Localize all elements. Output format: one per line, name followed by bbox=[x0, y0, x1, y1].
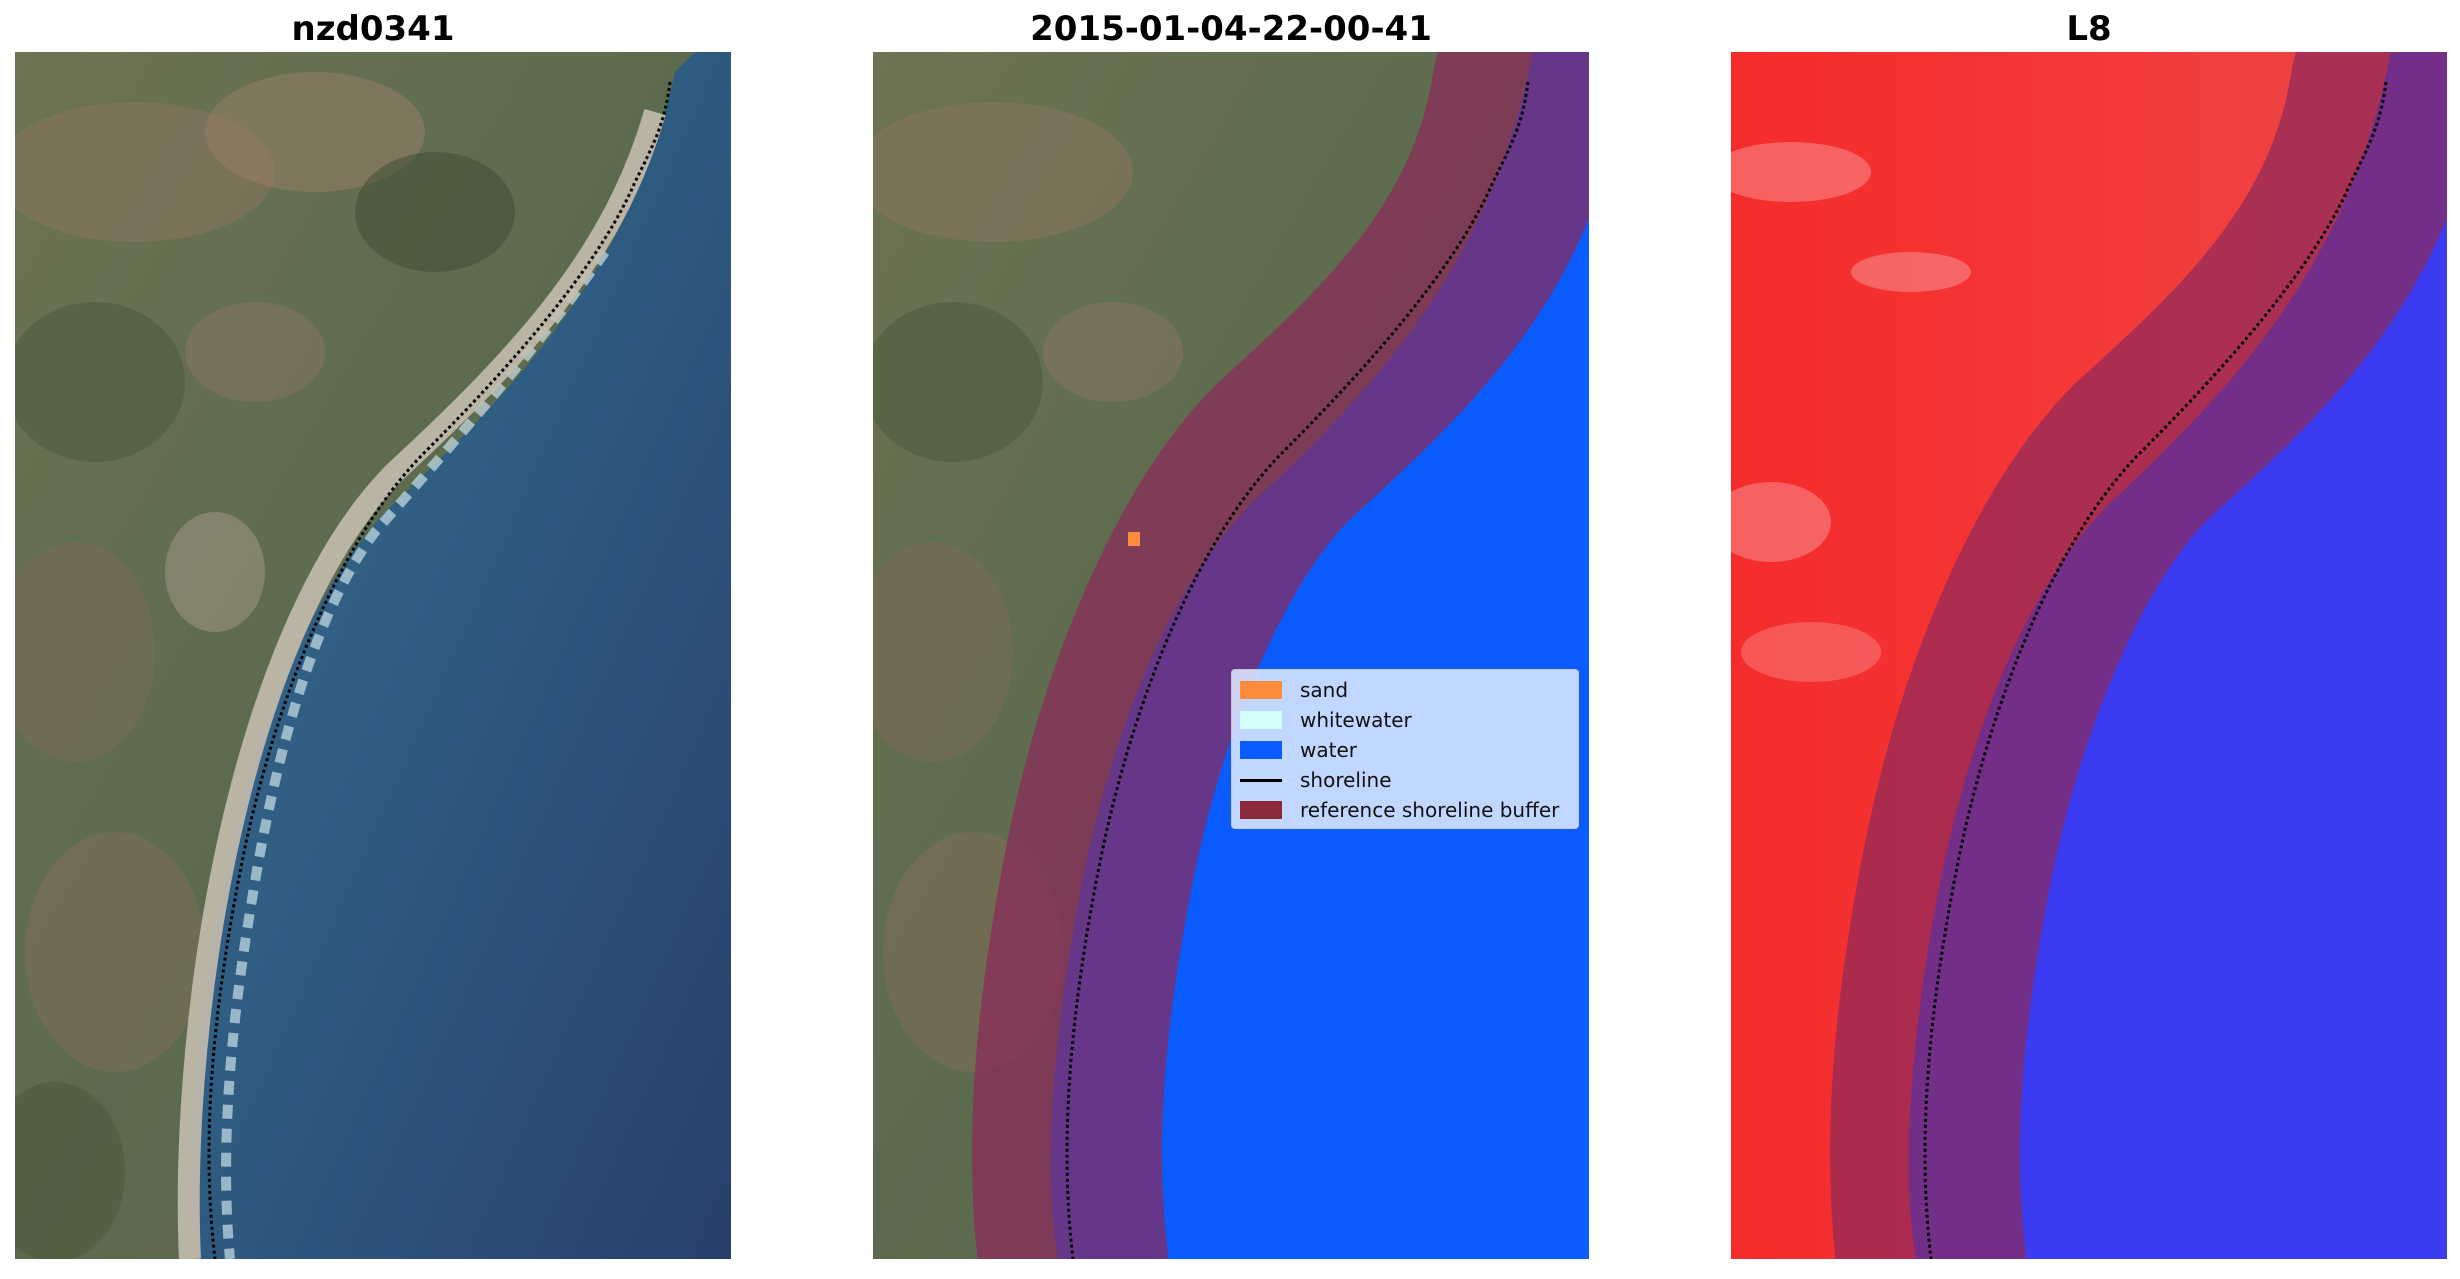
index-panel bbox=[1731, 52, 2447, 1259]
legend-item-sand: sand bbox=[1240, 675, 1570, 705]
panel-title-index: L8 bbox=[2066, 9, 2112, 49]
index-image bbox=[1731, 52, 2447, 1259]
legend-label: sand bbox=[1300, 678, 1349, 702]
sand-swatch bbox=[1240, 681, 1282, 699]
legend-item-whitewater: whitewater bbox=[1240, 705, 1570, 735]
legend-item-shoreline: shoreline bbox=[1240, 765, 1570, 795]
legend: sand whitewater water shoreline referenc… bbox=[1231, 669, 1579, 829]
shoreline-line-swatch bbox=[1240, 778, 1282, 782]
classification-panel bbox=[873, 52, 1589, 1259]
legend-label: water bbox=[1300, 738, 1357, 762]
rgb-image bbox=[15, 52, 731, 1259]
panel-title-classification: 2015-01-04-22-00-41 bbox=[1030, 9, 1432, 49]
buffer-swatch bbox=[1240, 801, 1282, 819]
whitewater-swatch bbox=[1240, 711, 1282, 729]
legend-label: reference shoreline buffer bbox=[1300, 798, 1560, 822]
classification-image bbox=[873, 52, 1589, 1259]
water-swatch bbox=[1240, 741, 1282, 759]
legend-item-water: water bbox=[1240, 735, 1570, 765]
rgb-image-panel bbox=[15, 52, 731, 1259]
legend-item-buffer: reference shoreline buffer bbox=[1240, 795, 1570, 825]
legend-label: shoreline bbox=[1300, 768, 1392, 792]
legend-label: whitewater bbox=[1300, 708, 1412, 732]
panel-title-rgb: nzd0341 bbox=[291, 9, 455, 49]
